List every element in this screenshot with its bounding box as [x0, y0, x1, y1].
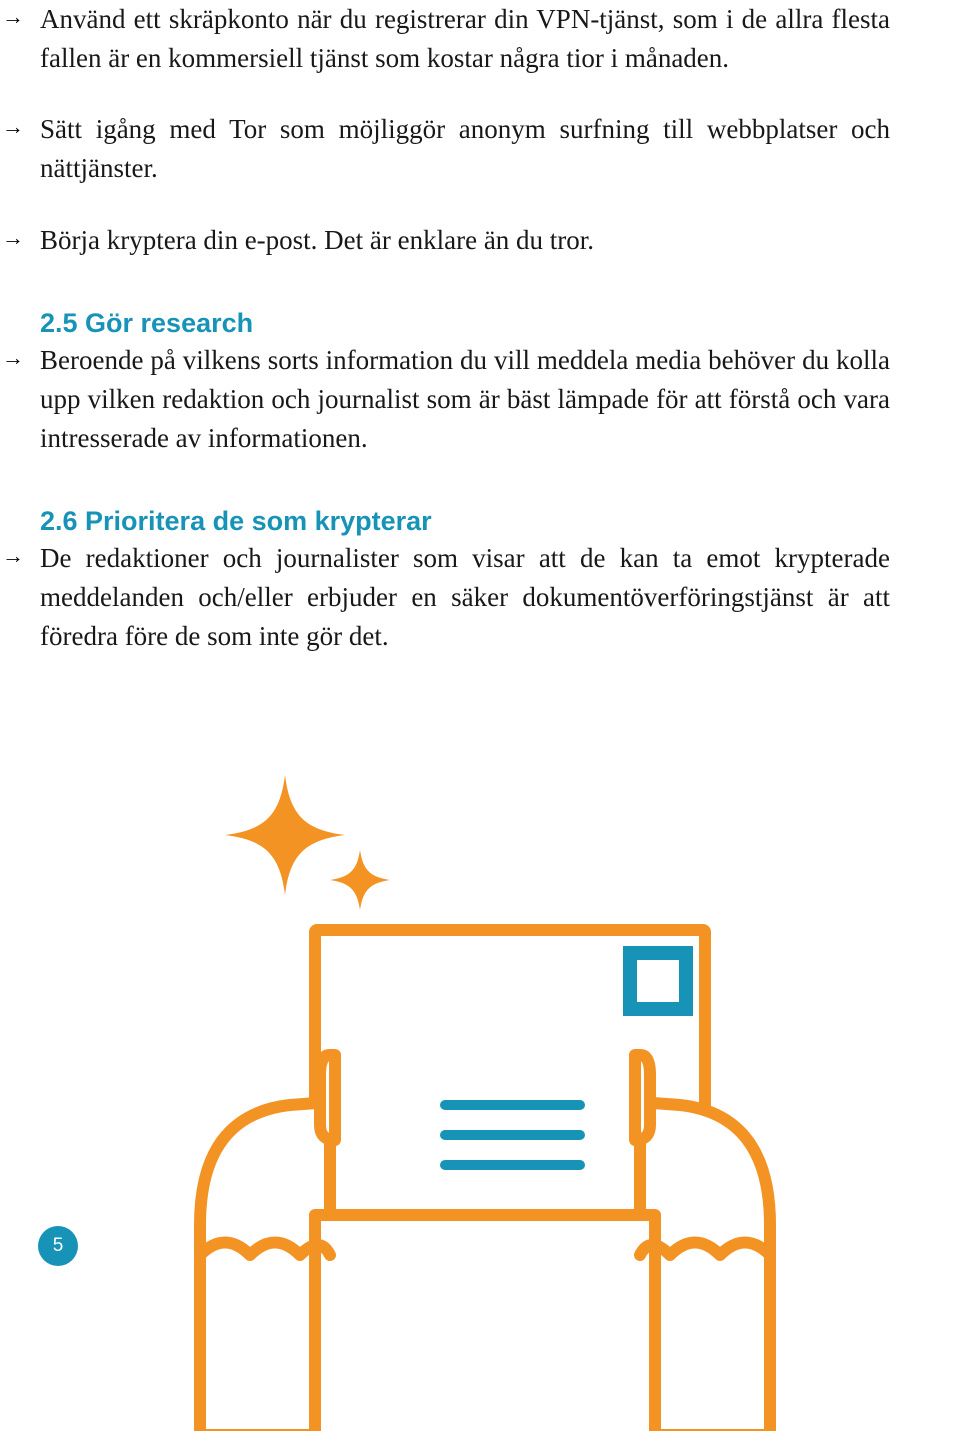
section-heading: 2.5 Gör research	[20, 308, 890, 339]
bullet-item: → Börja kryptera din e-post. Det är enkl…	[20, 221, 890, 260]
page-number-badge: 5	[38, 1226, 78, 1266]
bullet-text: Sätt igång med Tor som möjliggör anonym …	[40, 114, 890, 183]
bullet-text: Beroende på vilkens sorts information du…	[40, 345, 890, 453]
arrow-icon: →	[2, 347, 24, 369]
page: → Använd ett skräpkonto när du registrer…	[0, 0, 960, 1431]
bullet-text: De redaktioner och journalister som visa…	[40, 543, 890, 651]
bullet-item: → Beroende på vilkens sorts information …	[20, 341, 890, 458]
bullet-item: → Använd ett skräpkonto när du registrer…	[20, 0, 890, 78]
bullet-text: Börja kryptera din e-post. Det är enklar…	[40, 225, 594, 255]
content-area: → Använd ett skräpkonto när du registrer…	[20, 0, 890, 657]
arrow-icon: →	[2, 227, 24, 249]
page-number: 5	[53, 1235, 64, 1257]
bullet-text: Använd ett skräpkonto när du registrerar…	[40, 4, 890, 73]
arrow-icon: →	[2, 545, 24, 567]
bullet-item: → Sätt igång med Tor som möjliggör anony…	[20, 110, 890, 188]
bullet-item: → De redaktioner och journalister som vi…	[20, 539, 890, 656]
section-heading: 2.6 Prioritera de som krypterar	[20, 506, 890, 537]
hands-envelope-illustration	[170, 755, 790, 1431]
arrow-icon: →	[2, 116, 24, 138]
arrow-icon: →	[2, 6, 24, 28]
